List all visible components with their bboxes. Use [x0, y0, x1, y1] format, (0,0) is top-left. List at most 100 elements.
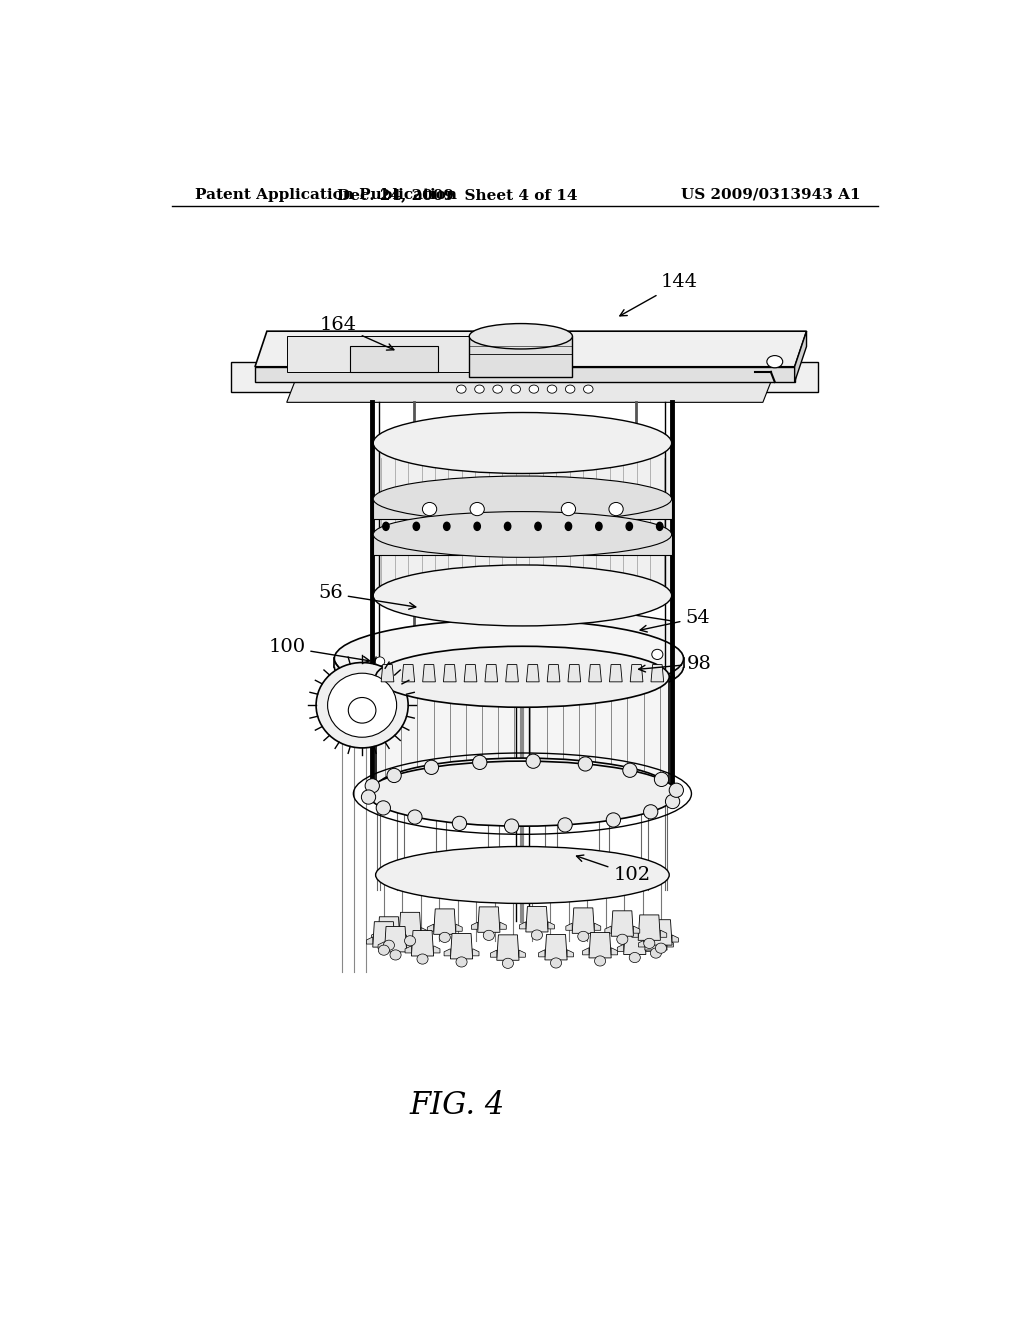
Polygon shape — [287, 337, 557, 372]
Polygon shape — [406, 946, 412, 953]
Polygon shape — [650, 920, 672, 945]
Polygon shape — [605, 927, 611, 933]
Text: 54: 54 — [640, 609, 711, 632]
Polygon shape — [589, 932, 611, 958]
Polygon shape — [795, 331, 807, 381]
Ellipse shape — [453, 816, 467, 830]
Circle shape — [565, 523, 571, 531]
Ellipse shape — [609, 503, 624, 516]
Ellipse shape — [328, 673, 396, 738]
Polygon shape — [376, 677, 670, 788]
Polygon shape — [412, 931, 433, 956]
Ellipse shape — [375, 657, 385, 667]
Polygon shape — [478, 907, 500, 932]
Polygon shape — [660, 931, 667, 937]
Polygon shape — [645, 924, 667, 950]
Polygon shape — [443, 664, 456, 682]
Ellipse shape — [483, 931, 495, 940]
Polygon shape — [634, 927, 640, 933]
Ellipse shape — [558, 818, 572, 832]
Polygon shape — [384, 927, 407, 952]
Polygon shape — [444, 949, 451, 956]
Polygon shape — [372, 932, 378, 939]
Polygon shape — [519, 950, 525, 957]
Ellipse shape — [503, 958, 513, 969]
Ellipse shape — [376, 801, 390, 814]
Ellipse shape — [376, 758, 670, 818]
Ellipse shape — [578, 932, 589, 941]
Ellipse shape — [378, 945, 389, 956]
Polygon shape — [456, 924, 462, 932]
Circle shape — [474, 523, 480, 531]
Ellipse shape — [579, 756, 593, 771]
Ellipse shape — [391, 667, 400, 676]
Polygon shape — [609, 664, 623, 682]
Polygon shape — [423, 664, 435, 682]
Polygon shape — [638, 940, 645, 946]
Polygon shape — [632, 931, 638, 937]
Ellipse shape — [376, 647, 670, 708]
Polygon shape — [473, 949, 479, 956]
Polygon shape — [427, 924, 433, 932]
Polygon shape — [373, 499, 672, 519]
Text: US 2009/0313943 A1: US 2009/0313943 A1 — [681, 187, 860, 202]
Ellipse shape — [629, 953, 640, 962]
Ellipse shape — [493, 385, 503, 393]
Polygon shape — [400, 932, 407, 939]
Polygon shape — [497, 935, 519, 960]
Text: FIG. 4: FIG. 4 — [410, 1090, 505, 1121]
Ellipse shape — [623, 763, 637, 777]
Polygon shape — [506, 664, 518, 682]
Polygon shape — [373, 921, 395, 948]
Polygon shape — [589, 664, 601, 682]
Ellipse shape — [666, 795, 680, 809]
Polygon shape — [350, 346, 437, 372]
Text: Patent Application Publication: Patent Application Publication — [196, 187, 458, 202]
Ellipse shape — [561, 503, 575, 516]
Polygon shape — [373, 535, 672, 554]
Text: 56: 56 — [318, 585, 416, 610]
Polygon shape — [624, 929, 646, 954]
Ellipse shape — [650, 948, 662, 958]
Ellipse shape — [616, 935, 628, 944]
Polygon shape — [378, 917, 400, 942]
Ellipse shape — [368, 762, 677, 826]
Ellipse shape — [643, 805, 657, 818]
Polygon shape — [519, 921, 526, 929]
Text: 164: 164 — [319, 315, 394, 350]
Ellipse shape — [526, 754, 541, 768]
Circle shape — [443, 523, 450, 531]
Ellipse shape — [473, 755, 486, 770]
Circle shape — [656, 523, 663, 531]
Polygon shape — [611, 948, 617, 954]
Polygon shape — [482, 598, 672, 677]
Polygon shape — [255, 331, 807, 367]
Circle shape — [383, 523, 389, 531]
Ellipse shape — [373, 477, 672, 521]
Polygon shape — [526, 907, 548, 932]
Ellipse shape — [584, 385, 593, 393]
Circle shape — [505, 523, 511, 531]
Polygon shape — [395, 937, 401, 944]
Polygon shape — [399, 912, 421, 937]
Ellipse shape — [457, 385, 466, 393]
Polygon shape — [287, 372, 775, 403]
Ellipse shape — [361, 789, 376, 804]
Polygon shape — [667, 940, 674, 946]
Ellipse shape — [652, 649, 663, 660]
Polygon shape — [378, 941, 384, 949]
Text: Dec. 24, 2009  Sheet 4 of 14: Dec. 24, 2009 Sheet 4 of 14 — [337, 187, 578, 202]
Ellipse shape — [373, 565, 672, 626]
Ellipse shape — [547, 385, 557, 393]
Polygon shape — [567, 950, 573, 957]
Ellipse shape — [334, 628, 684, 705]
Ellipse shape — [551, 958, 561, 968]
Polygon shape — [255, 367, 795, 381]
Ellipse shape — [390, 950, 401, 960]
Ellipse shape — [475, 385, 484, 393]
Ellipse shape — [767, 355, 782, 368]
Ellipse shape — [595, 956, 605, 966]
Ellipse shape — [417, 954, 428, 964]
Polygon shape — [407, 941, 413, 949]
Ellipse shape — [424, 760, 438, 775]
